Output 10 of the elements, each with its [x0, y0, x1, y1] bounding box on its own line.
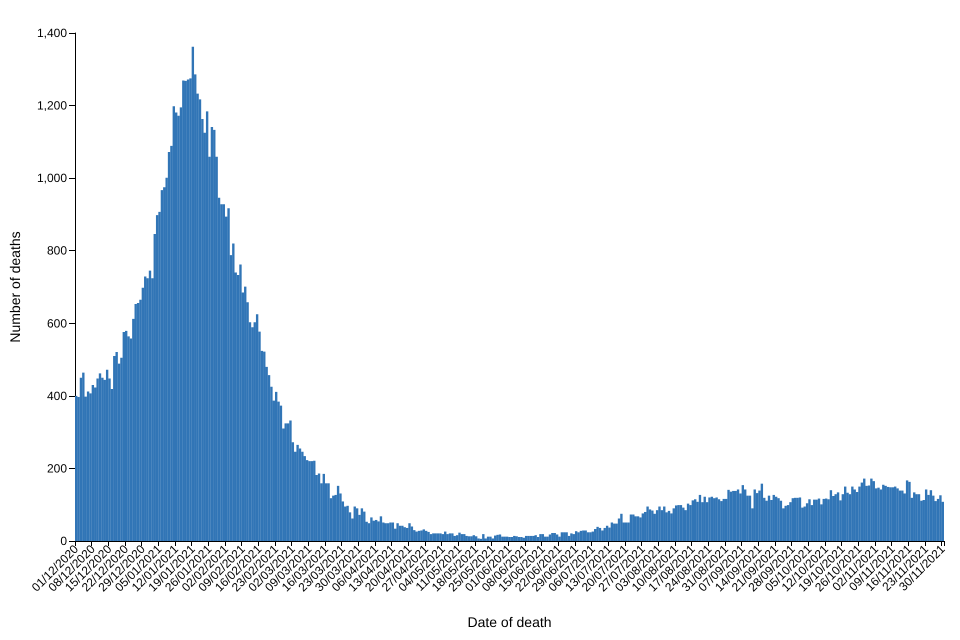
y-tick-label: 600: [46, 316, 68, 330]
y-tick-label: 1,200: [36, 98, 68, 113]
x-axis-title: Date of death: [467, 614, 552, 630]
y-tick-label: 0: [60, 534, 68, 548]
y-tick-label: 400: [46, 388, 68, 403]
y-tick-label: 200: [46, 461, 68, 476]
y-tick-label: 1,400: [36, 26, 68, 40]
y-tick-label: 1,000: [36, 171, 68, 186]
y-axis-title: Number of deaths: [7, 231, 23, 343]
y-tick-label: 800: [46, 244, 68, 258]
